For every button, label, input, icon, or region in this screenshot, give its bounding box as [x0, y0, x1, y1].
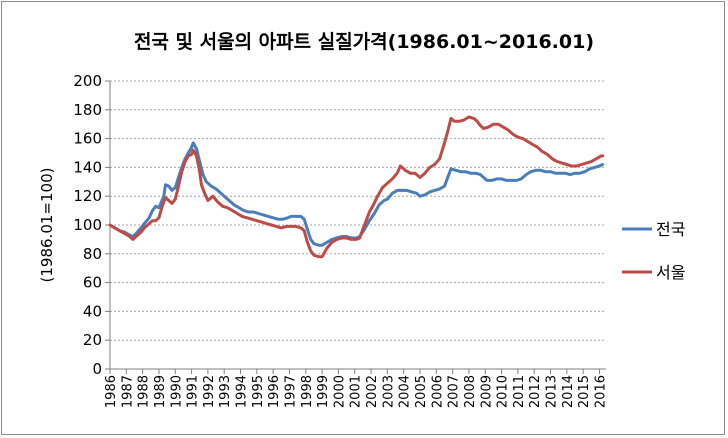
y-tick-label: 200 — [73, 72, 102, 90]
x-tick-label: 1986 — [104, 375, 119, 408]
x-tick-label: 2004 — [398, 375, 413, 408]
x-tick-label: 1990 — [169, 375, 184, 408]
x-tick-label: 2000 — [332, 375, 347, 408]
x-tick-label: 2007 — [447, 375, 462, 408]
y-tick-label: 20 — [83, 331, 102, 349]
x-tick-label: 2013 — [545, 375, 560, 408]
x-tick-label: 1996 — [267, 375, 282, 408]
x-tick-label: 2002 — [365, 375, 380, 408]
x-tick-label: 1988 — [137, 375, 152, 408]
x-tick-label: 1994 — [235, 375, 250, 408]
x-tick-label: 1992 — [202, 375, 217, 408]
x-tick-label: 1993 — [218, 375, 233, 408]
x-tick-label: 2016 — [593, 375, 608, 408]
y-tick-label: 160 — [73, 130, 102, 148]
gridlines — [110, 80, 606, 341]
x-tick-label: 2012 — [528, 375, 543, 408]
x-tick-label: 2009 — [479, 375, 494, 408]
x-tick-label: 1991 — [186, 375, 201, 408]
y-tick-label: 80 — [83, 245, 102, 263]
x-tick-label: 2008 — [463, 375, 478, 408]
x-tick-label: 2011 — [512, 375, 527, 408]
y-tick-labels: 0 20 40 60 80 100 120 140 160 180 200 — [73, 72, 102, 378]
x-tick-label: 1987 — [120, 375, 135, 408]
series-line-national — [108, 141, 605, 247]
legend-label: 서울 — [656, 263, 685, 282]
x-tick-label: 2015 — [577, 375, 592, 408]
y-axis-label: (1986.01=100) — [38, 168, 56, 283]
x-tick-label: 1999 — [316, 375, 331, 408]
y-tick-label: 40 — [83, 302, 102, 320]
y-tick-label: 120 — [73, 187, 102, 205]
x-tick-label: 2010 — [496, 375, 511, 408]
y-tick-label: 180 — [73, 101, 102, 119]
y-tick-label: 0 — [92, 360, 102, 378]
x-tick-label: 1997 — [283, 375, 298, 408]
x-tick-label: 1998 — [300, 375, 315, 408]
y-tick-label: 60 — [83, 274, 102, 292]
x-tick-label: 2006 — [430, 375, 445, 408]
x-tick-label: 1989 — [153, 375, 168, 408]
y-tick-label: 140 — [73, 158, 102, 176]
series-lines — [108, 115, 605, 259]
x-tick-label: 2003 — [381, 375, 396, 408]
y-tick-label: 100 — [73, 216, 102, 234]
x-tick-labels: 1986 1987 1988 1989 1990 1991 1992 1993 1994 1995… — [104, 375, 608, 408]
x-tick-label: 2005 — [414, 375, 429, 408]
x-tick-label: 1995 — [251, 375, 266, 408]
axes — [105, 80, 606, 374]
series-line-seoul — [108, 115, 605, 259]
x-tick-label: 2014 — [561, 375, 576, 408]
x-tick-label: 2001 — [349, 375, 364, 408]
legend-label: 전국 — [656, 220, 685, 239]
chart-title: 전국 및 서울의 아파트 실질가격(1986.01~2016.01) — [134, 31, 594, 53]
